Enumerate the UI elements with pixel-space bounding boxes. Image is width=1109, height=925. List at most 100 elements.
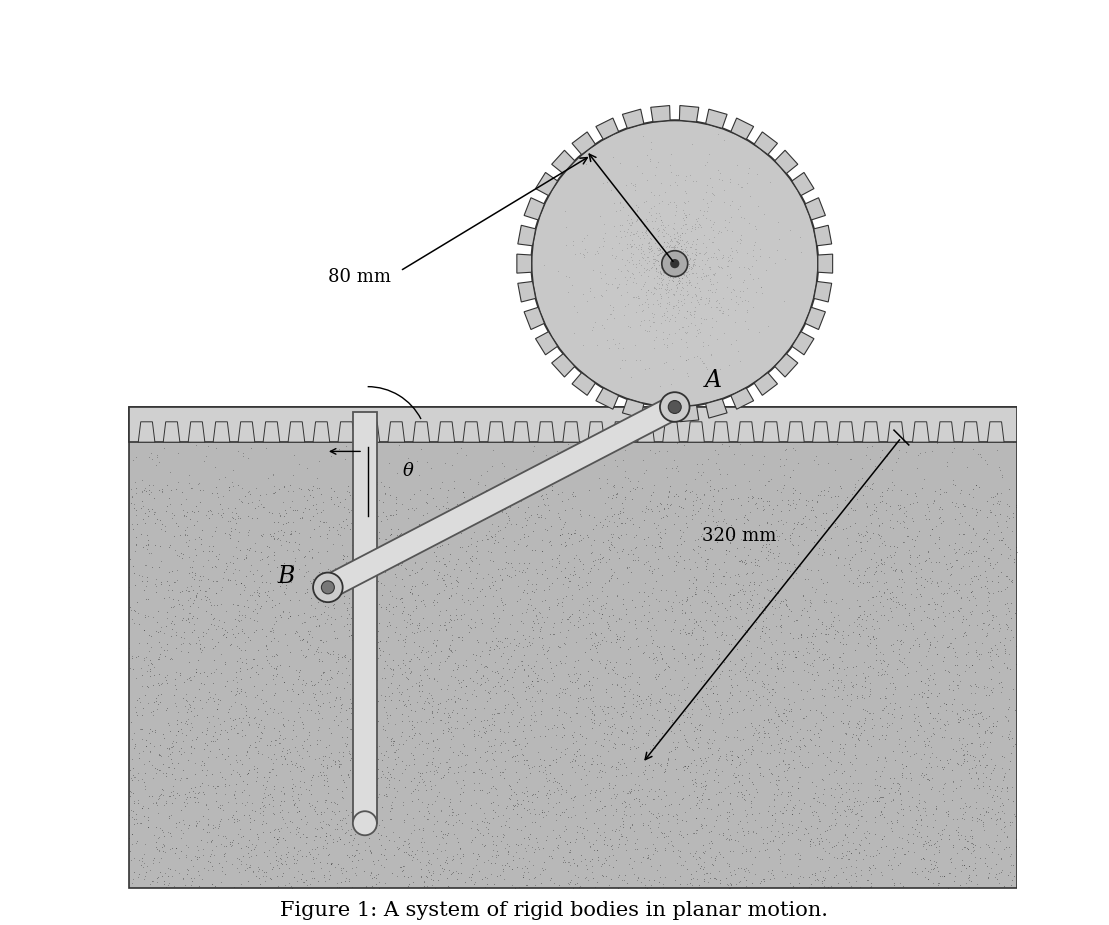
Point [739, 624, 756, 639]
Point [929, 578, 947, 593]
Point [297, 848, 315, 863]
Point [177, 727, 195, 742]
Point [260, 584, 277, 598]
Point [556, 514, 573, 529]
Point [286, 502, 304, 517]
Point [207, 785, 225, 800]
Point [309, 618, 327, 633]
Point [388, 869, 406, 883]
Point [218, 725, 236, 740]
Point [129, 708, 146, 722]
Point [465, 729, 482, 744]
Point [381, 812, 399, 827]
Point [903, 532, 920, 547]
Point [713, 596, 731, 611]
Point [950, 667, 968, 682]
Point [122, 789, 140, 804]
Point [832, 808, 849, 822]
Point [659, 549, 676, 563]
Point [651, 758, 669, 772]
Point [272, 560, 289, 574]
Point [250, 586, 267, 600]
Point [485, 406, 502, 421]
Point [710, 693, 728, 708]
Point [730, 774, 747, 789]
Point [567, 488, 584, 503]
Point [602, 823, 620, 838]
Point [844, 835, 862, 850]
Point [428, 841, 446, 856]
Point [393, 525, 410, 540]
Point [810, 814, 827, 829]
Point [772, 485, 790, 500]
Point [339, 767, 357, 782]
Point [131, 867, 149, 882]
Point [772, 594, 790, 609]
Point [139, 536, 156, 551]
Point [691, 722, 709, 737]
Point [487, 850, 505, 865]
Point [344, 563, 362, 578]
Point [584, 712, 602, 727]
Point [901, 608, 918, 623]
Point [759, 474, 776, 488]
Point [298, 815, 316, 830]
Point [830, 680, 847, 695]
Point [436, 701, 454, 716]
Point [935, 868, 953, 882]
Point [395, 736, 413, 751]
Point [232, 753, 250, 768]
Point [826, 515, 844, 530]
Point [508, 697, 526, 712]
Point [909, 803, 927, 818]
Point [741, 691, 759, 706]
Point [897, 504, 915, 519]
Point [417, 714, 435, 729]
Point [617, 671, 634, 685]
Point [487, 805, 505, 820]
Point [169, 723, 186, 738]
Point [736, 656, 754, 671]
Point [641, 852, 659, 867]
Point [567, 877, 584, 892]
Point [274, 694, 292, 709]
Point [337, 411, 355, 426]
Point [152, 676, 170, 691]
Point [343, 691, 360, 706]
Point [760, 798, 777, 813]
Point [667, 740, 684, 755]
Point [662, 723, 680, 738]
Point [516, 684, 533, 698]
Point [771, 451, 788, 466]
Point [580, 615, 598, 630]
Point [321, 427, 338, 442]
Point [912, 446, 929, 461]
Point [719, 877, 736, 892]
Point [867, 400, 885, 414]
Point [503, 848, 521, 863]
Point [773, 835, 791, 850]
Point [252, 731, 269, 746]
Polygon shape [680, 105, 699, 122]
Point [135, 846, 153, 861]
Point [950, 778, 968, 793]
Point [338, 610, 356, 625]
Point [971, 840, 989, 855]
Point [953, 857, 970, 872]
Point [763, 767, 781, 782]
Point [942, 731, 959, 746]
Point [492, 833, 510, 848]
Point [526, 421, 543, 436]
Point [598, 554, 615, 569]
Point [464, 647, 481, 661]
Point [706, 694, 724, 709]
Point [962, 747, 979, 762]
Point [929, 864, 947, 879]
Point [136, 608, 154, 623]
Point [696, 754, 714, 769]
Point [195, 787, 213, 802]
Point [307, 851, 325, 866]
Point [706, 514, 724, 529]
Point [746, 557, 764, 572]
Point [542, 870, 560, 885]
